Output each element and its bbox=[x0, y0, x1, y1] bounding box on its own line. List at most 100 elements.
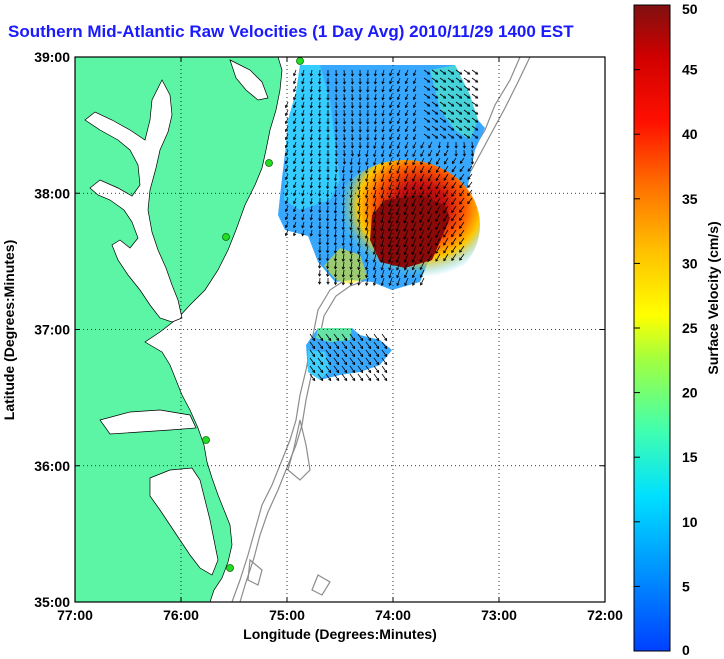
velocity-arrow bbox=[285, 181, 289, 188]
velocity-arrowhead bbox=[435, 135, 439, 139]
velocity-arrow bbox=[293, 109, 297, 116]
velocity-arrowhead bbox=[467, 168, 471, 172]
velocity-arrowhead bbox=[380, 228, 384, 232]
velocity-arrowhead bbox=[334, 81, 338, 85]
velocity-arrowhead bbox=[459, 95, 463, 99]
velocity-arrowhead bbox=[376, 361, 380, 366]
velocity-arrowhead bbox=[396, 97, 401, 101]
velocity-arrow bbox=[413, 77, 417, 84]
velocity-arrowhead bbox=[451, 201, 455, 206]
velocity-arrowhead bbox=[411, 203, 415, 207]
velocity-arrowhead bbox=[366, 73, 370, 77]
velocity-arrowhead bbox=[435, 202, 439, 206]
velocity-arrow bbox=[381, 341, 388, 349]
longitude-tick-label: 75:00 bbox=[269, 607, 305, 623]
velocity-arrowhead bbox=[333, 178, 338, 182]
velocity-arrowhead bbox=[341, 202, 345, 207]
velocity-arrow bbox=[431, 101, 438, 107]
velocity-arrowhead bbox=[364, 251, 369, 255]
latitude-tick-label: 36:00 bbox=[34, 458, 70, 474]
velocity-arrowhead bbox=[350, 97, 355, 101]
velocity-arrow bbox=[443, 221, 449, 230]
velocity-arrowhead bbox=[326, 266, 330, 270]
velocity-arrowhead bbox=[395, 203, 400, 208]
velocity-arrow bbox=[420, 157, 425, 165]
velocity-arrowhead bbox=[395, 252, 400, 256]
velocity-arrow bbox=[350, 197, 353, 206]
velocity-arrowhead bbox=[317, 273, 322, 277]
velocity-arrow bbox=[373, 173, 377, 182]
velocity-arrowhead bbox=[333, 274, 338, 278]
velocity-arrow bbox=[293, 189, 297, 196]
velocity-arrowhead bbox=[388, 252, 392, 256]
velocity-arrow bbox=[439, 85, 446, 91]
velocity-arrowhead bbox=[419, 259, 423, 263]
velocity-arrow bbox=[389, 173, 393, 182]
velocity-arrow bbox=[428, 157, 433, 165]
velocity-arrow bbox=[397, 157, 401, 165]
velocity-arrow bbox=[310, 109, 313, 116]
velocity-arrow bbox=[451, 253, 457, 261]
velocity-arrow bbox=[463, 101, 470, 107]
velocity-arrow bbox=[413, 69, 417, 76]
velocity-arrow bbox=[444, 149, 449, 156]
velocity-arrow bbox=[451, 229, 457, 237]
velocity-arrow bbox=[349, 357, 356, 365]
velocity-arrow bbox=[435, 197, 441, 206]
velocity-arrowhead bbox=[435, 194, 439, 198]
velocity-arrowhead bbox=[380, 251, 384, 256]
velocity-arrowhead bbox=[349, 203, 353, 207]
velocity-arrow bbox=[443, 181, 449, 189]
velocity-arrowhead bbox=[326, 194, 330, 198]
velocity-arrowhead bbox=[411, 195, 415, 199]
velocity-arrowhead bbox=[404, 275, 408, 279]
velocity-arrowhead bbox=[372, 211, 376, 216]
velocity-arrowhead bbox=[317, 281, 322, 285]
velocity-arrow bbox=[428, 165, 433, 173]
velocity-arrow bbox=[439, 117, 446, 123]
velocity-arrowhead bbox=[317, 137, 322, 141]
velocity-arrow bbox=[439, 125, 446, 131]
velocity-arrow bbox=[431, 109, 438, 115]
velocity-arrow bbox=[301, 77, 305, 84]
velocity-arrowhead bbox=[420, 145, 424, 149]
velocity-arrow bbox=[389, 117, 393, 124]
velocity-arrowhead bbox=[349, 259, 353, 263]
velocity-arrow bbox=[358, 253, 361, 262]
velocity-arrow bbox=[396, 261, 401, 271]
velocity-arrowhead bbox=[364, 195, 369, 199]
velocity-arrowhead bbox=[404, 145, 408, 149]
velocity-arrow bbox=[365, 333, 372, 341]
velocity-arrow bbox=[423, 69, 430, 75]
velocity-arrow bbox=[293, 157, 297, 164]
velocity-arrow bbox=[388, 237, 393, 247]
velocity-arrowhead bbox=[396, 129, 401, 133]
velocity-arrowhead bbox=[427, 219, 431, 223]
velocity-arrowhead bbox=[467, 184, 471, 189]
velocity-arrow bbox=[389, 125, 393, 132]
velocity-arrowhead bbox=[443, 202, 447, 206]
velocity-arrowhead bbox=[384, 337, 388, 342]
velocity-arrow bbox=[459, 213, 465, 221]
velocity-arrowhead bbox=[301, 225, 305, 229]
velocity-arrowhead bbox=[459, 233, 463, 237]
velocity-arrow bbox=[413, 133, 417, 140]
velocity-arrowhead bbox=[317, 73, 322, 77]
velocity-arrowhead bbox=[403, 259, 407, 263]
velocity-arrowhead bbox=[320, 337, 324, 342]
velocity-arrowhead bbox=[358, 129, 362, 133]
velocity-arrowhead bbox=[312, 345, 316, 350]
velocity-arrowhead bbox=[301, 81, 305, 85]
velocity-arrowhead bbox=[366, 105, 370, 109]
velocity-arrowhead bbox=[427, 211, 431, 215]
velocity-arrow bbox=[343, 85, 345, 93]
velocity-arrow bbox=[423, 101, 430, 107]
velocity-arrowhead bbox=[293, 217, 297, 221]
velocity-arrow bbox=[325, 341, 332, 349]
velocity-arrow bbox=[404, 237, 409, 247]
velocity-arrow bbox=[419, 213, 425, 223]
velocity-arrowhead bbox=[443, 242, 447, 246]
velocity-arrowhead bbox=[365, 178, 369, 183]
velocity-arrowhead bbox=[459, 193, 463, 197]
velocity-arrowhead bbox=[325, 226, 330, 230]
